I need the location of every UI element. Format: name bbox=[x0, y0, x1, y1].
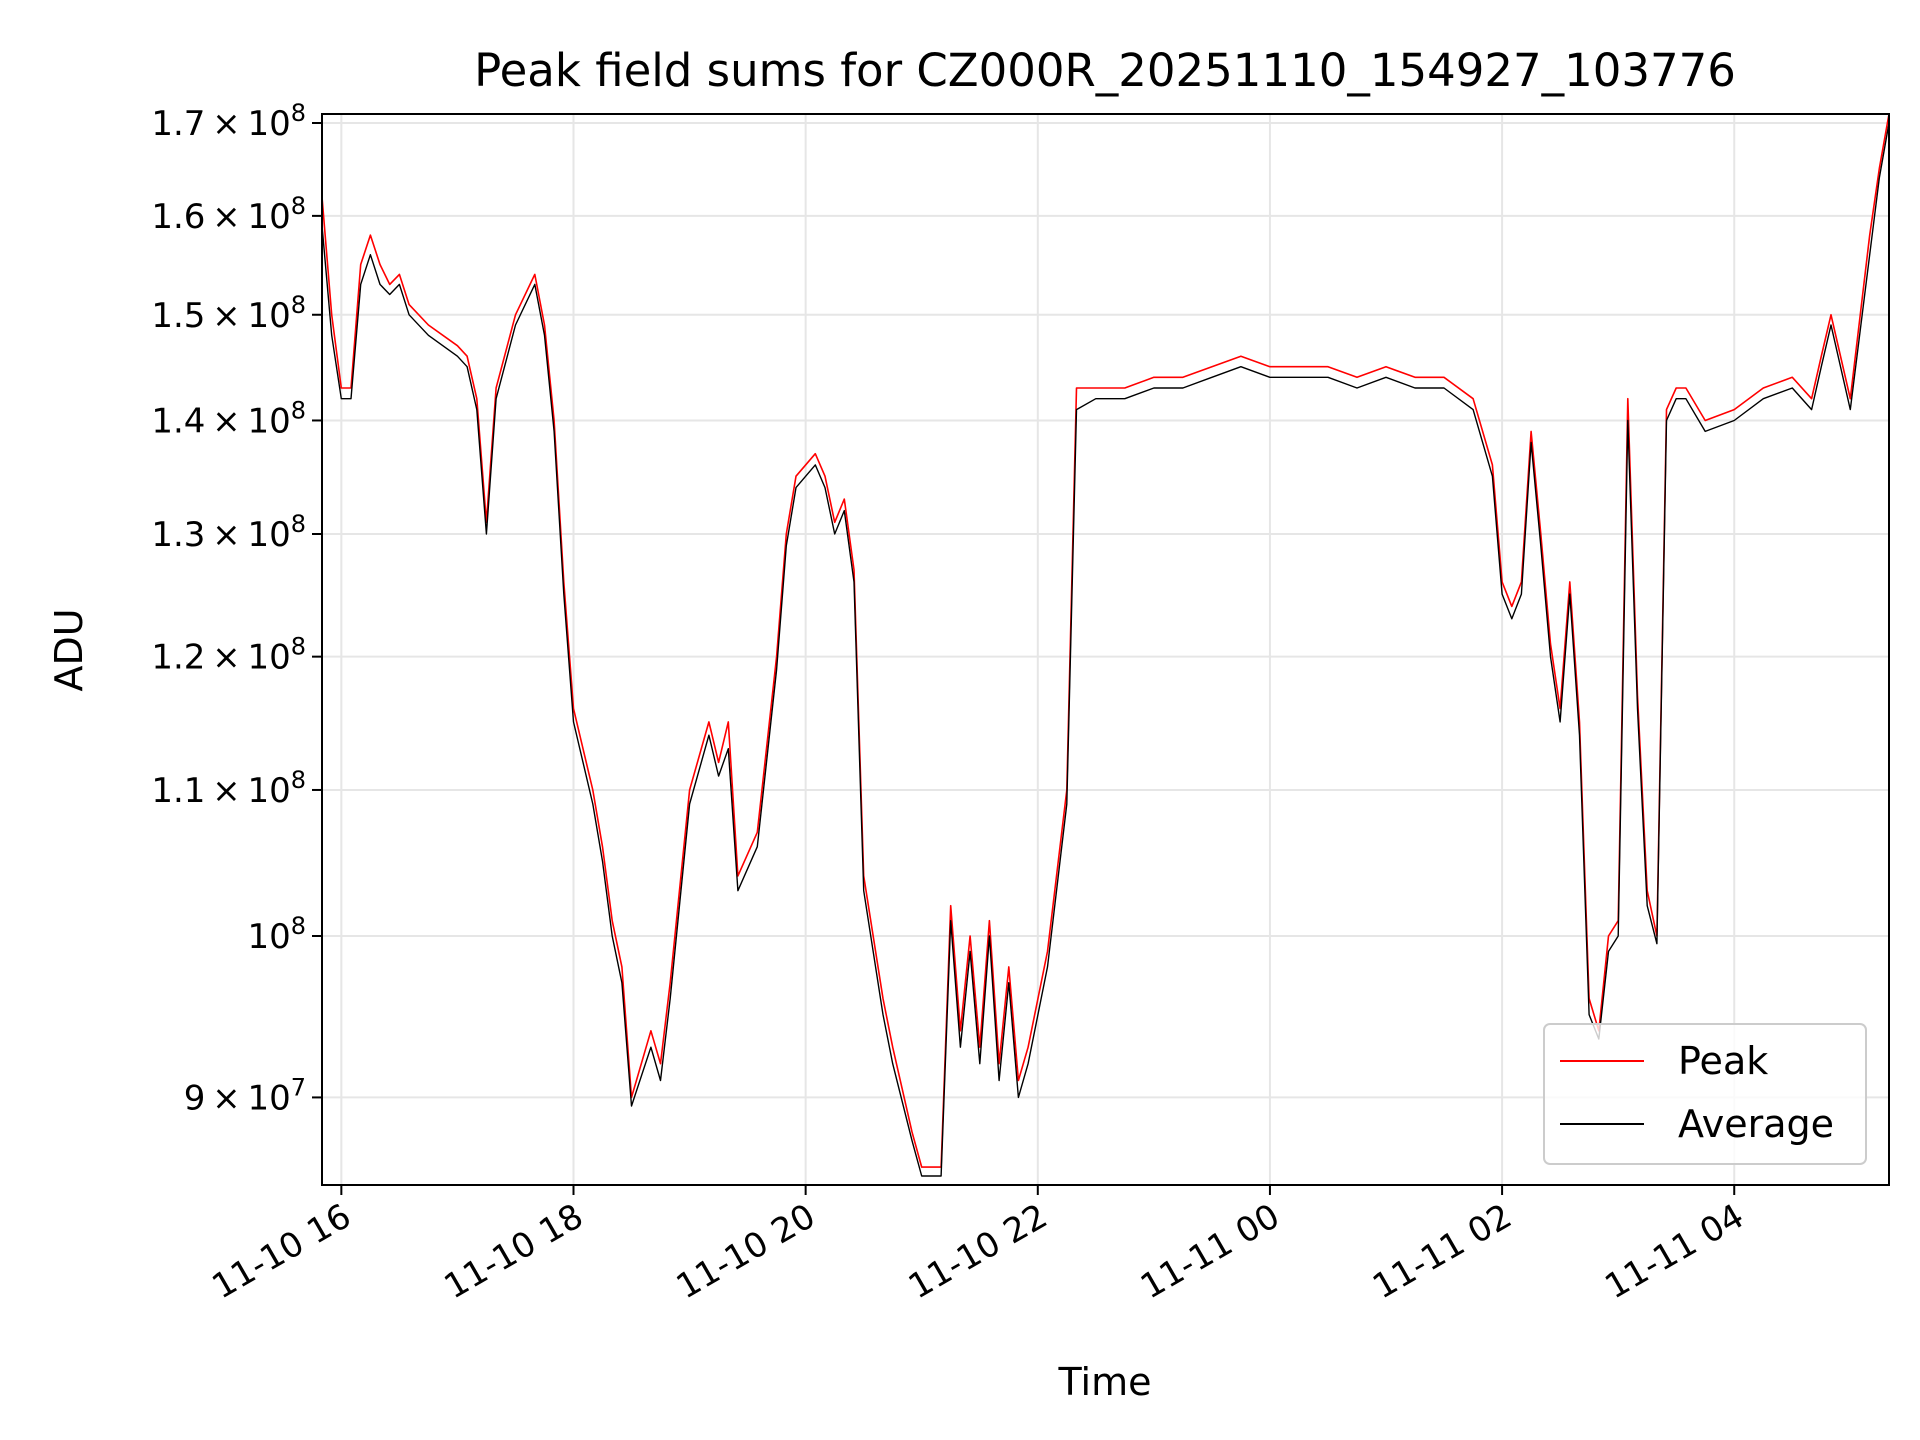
y-tick-label: 1.2 × 108 bbox=[151, 633, 306, 678]
legend-average-label: Average bbox=[1678, 1102, 1834, 1146]
y-tick-label: 108 bbox=[247, 912, 306, 957]
x-tick-label: 11-10 18 bbox=[438, 1196, 590, 1307]
legend: Peak Average bbox=[1543, 1023, 1867, 1165]
x-axis-label: Time bbox=[1058, 1360, 1152, 1404]
y-tick-label: 9 × 107 bbox=[184, 1073, 306, 1118]
plot-lines bbox=[321, 113, 1890, 1177]
y-tick-label: 1.5 × 108 bbox=[151, 291, 306, 336]
y-tick-label: 1.1 × 108 bbox=[151, 766, 306, 811]
y-tick-label: 1.6 × 108 bbox=[151, 192, 306, 237]
y-tick-label: 1.7 × 108 bbox=[151, 99, 306, 144]
x-axis: 11-10 16 11-10 18 11-10 20 11-10 22 11-11 00… bbox=[205, 1185, 1751, 1307]
series-line-average bbox=[321, 122, 1890, 1177]
x-tick-label: 11-10 20 bbox=[670, 1196, 822, 1307]
y-axis-label: ADU bbox=[47, 608, 91, 691]
legend-box bbox=[1543, 1023, 1867, 1165]
legend-peak-label: Peak bbox=[1678, 1039, 1768, 1083]
x-tick-label: 11-11 02 bbox=[1366, 1196, 1518, 1307]
y-axis: 9 × 107 108 1.1 × 108 1.2 × 108 1.3 × 108 1.4… bbox=[151, 99, 322, 1118]
x-tick-label: 11-10 16 bbox=[205, 1196, 357, 1307]
y-tick-label: 1.3 × 108 bbox=[151, 510, 306, 555]
x-tick-label: 11-11 04 bbox=[1598, 1196, 1750, 1307]
series-line-peak bbox=[321, 113, 1890, 1168]
y-tick-label: 1.4 × 108 bbox=[151, 396, 306, 441]
chart-title: Peak field sums for CZ000R_20251110_1549… bbox=[474, 44, 1736, 97]
plot-area-frame bbox=[321, 113, 1890, 1186]
x-tick-label: 11-10 22 bbox=[902, 1196, 1054, 1307]
x-tick-label: 11-11 00 bbox=[1134, 1196, 1286, 1307]
